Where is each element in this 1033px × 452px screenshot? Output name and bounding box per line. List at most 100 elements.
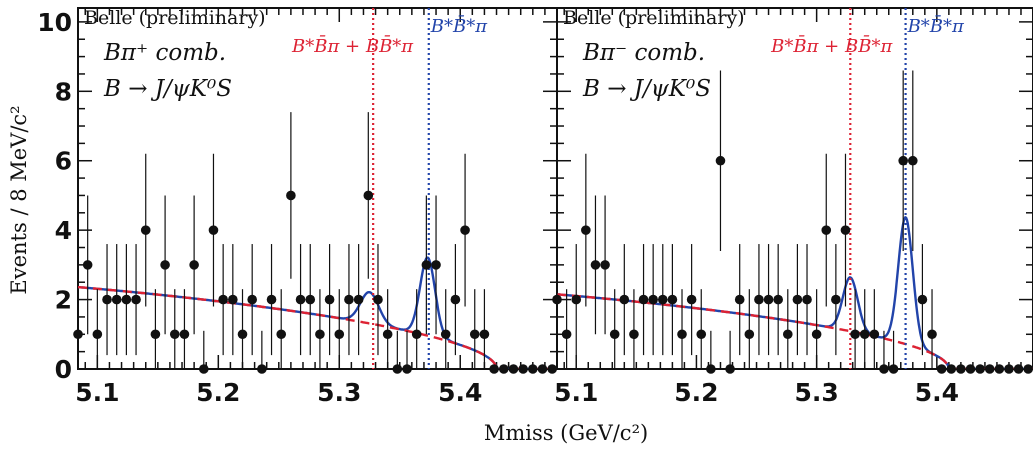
x-tick-label: 5.2: [674, 378, 718, 407]
data-point: [276, 329, 287, 340]
y-tick-label: 8: [55, 77, 72, 106]
data-point: [286, 190, 296, 201]
panel-left: 5.1 5.2 5.3 5.4 0 2 4 6 8 10 Belle (preliminary) Bπ…: [37, 7, 558, 407]
data-point: [561, 329, 572, 340]
panel-right: 5.1 5.2 5.3 5.4 Belle (preliminary) Bπ⁻ comb.…: [552, 7, 1033, 407]
data-point: [315, 329, 325, 340]
data-point: [725, 364, 735, 374]
data-point: [782, 329, 793, 340]
x-tick-label: 5.4: [438, 378, 482, 407]
data-point: [773, 294, 783, 305]
data-point: [111, 294, 122, 305]
threshold-label-bstarbstarpi: B*B̄*π: [907, 14, 965, 37]
background-curve: [78, 285, 557, 369]
data-point: [927, 329, 937, 340]
data-point: [431, 260, 441, 270]
data-point: [879, 364, 889, 374]
data-point: [715, 155, 726, 166]
y-tick-label: 2: [55, 286, 72, 315]
decay-mode-label: B → J/ψK⁰S: [103, 76, 232, 102]
data-point: [869, 329, 880, 340]
data-point: [581, 225, 591, 235]
data-point: [498, 364, 509, 374]
data-point: [763, 294, 774, 305]
data-point: [450, 294, 461, 305]
data-point: [1023, 364, 1033, 374]
x-tick-label: 5.1: [75, 378, 119, 407]
panel-frame: [556, 7, 1033, 370]
data-point: [917, 294, 928, 305]
x-tick-label: 5.3: [794, 378, 838, 407]
data-point: [600, 260, 610, 270]
data-point: [984, 364, 995, 374]
x-tick-label: 5.3: [317, 378, 361, 407]
y-tick-label: 4: [55, 216, 72, 245]
data-point: [571, 294, 582, 305]
data-point: [609, 329, 620, 340]
experiment-label: Belle (preliminary): [563, 7, 745, 29]
data-point: [189, 260, 199, 270]
data-point: [73, 329, 83, 340]
background-curve: [557, 293, 1033, 369]
data-point: [440, 329, 451, 340]
data-point: [218, 294, 228, 305]
threshold-label-bbbarpi: B*B̄π + BB̄*π: [291, 34, 414, 57]
data-point: [936, 364, 947, 374]
data-point: [324, 294, 335, 305]
fit-curve: [557, 215, 1033, 369]
x-tick-label: 5.1: [554, 378, 598, 407]
data-point: [198, 364, 209, 374]
data-point: [373, 294, 383, 305]
data-point: [411, 329, 422, 340]
data-point: [382, 329, 393, 340]
data-point: [1004, 364, 1014, 374]
data-point: [648, 294, 658, 305]
data-point: [888, 364, 899, 374]
data-point: [92, 329, 103, 340]
data-point: [677, 329, 687, 340]
data-point: [131, 294, 141, 305]
data-point: [802, 294, 812, 305]
data-point: [392, 364, 403, 374]
x-tick-label: 5.4: [915, 378, 959, 407]
data-point: [946, 364, 957, 374]
data-point: [82, 260, 93, 270]
data-point: [295, 294, 306, 305]
data-point: [965, 364, 976, 374]
data-point: [169, 329, 180, 340]
data-point: [686, 294, 697, 305]
data-point: [657, 294, 668, 305]
data-point: [305, 294, 316, 305]
fit-curve: [78, 256, 557, 369]
data-point: [831, 294, 841, 305]
data-point: [140, 225, 151, 235]
data-point: [421, 260, 432, 270]
data-point: [334, 329, 345, 340]
data-point: [179, 329, 190, 340]
data-point: [552, 294, 562, 305]
data-point: [811, 329, 822, 340]
data-point: [840, 225, 851, 235]
data-point: [706, 364, 716, 374]
decay-mode-label: B → J/ψK⁰S: [582, 76, 711, 102]
data-point: [898, 155, 908, 166]
data-point: [102, 294, 112, 305]
data-point: [696, 329, 707, 340]
data-point: [208, 225, 219, 235]
data-point: [907, 155, 918, 166]
data-point: [956, 364, 966, 374]
data-point: [150, 329, 161, 340]
combination-label: Bπ⁺ comb.: [103, 40, 226, 66]
data-point: [247, 294, 257, 305]
data-point: [344, 294, 354, 305]
data-point: [402, 364, 412, 374]
data-point: [1013, 364, 1024, 374]
data-point: [590, 260, 601, 270]
data-point: [363, 190, 374, 201]
data-point: [237, 329, 248, 340]
data-point: [821, 225, 832, 235]
data-point: [667, 294, 678, 305]
data-point: [460, 225, 470, 235]
y-tick-label: 10: [37, 8, 72, 37]
